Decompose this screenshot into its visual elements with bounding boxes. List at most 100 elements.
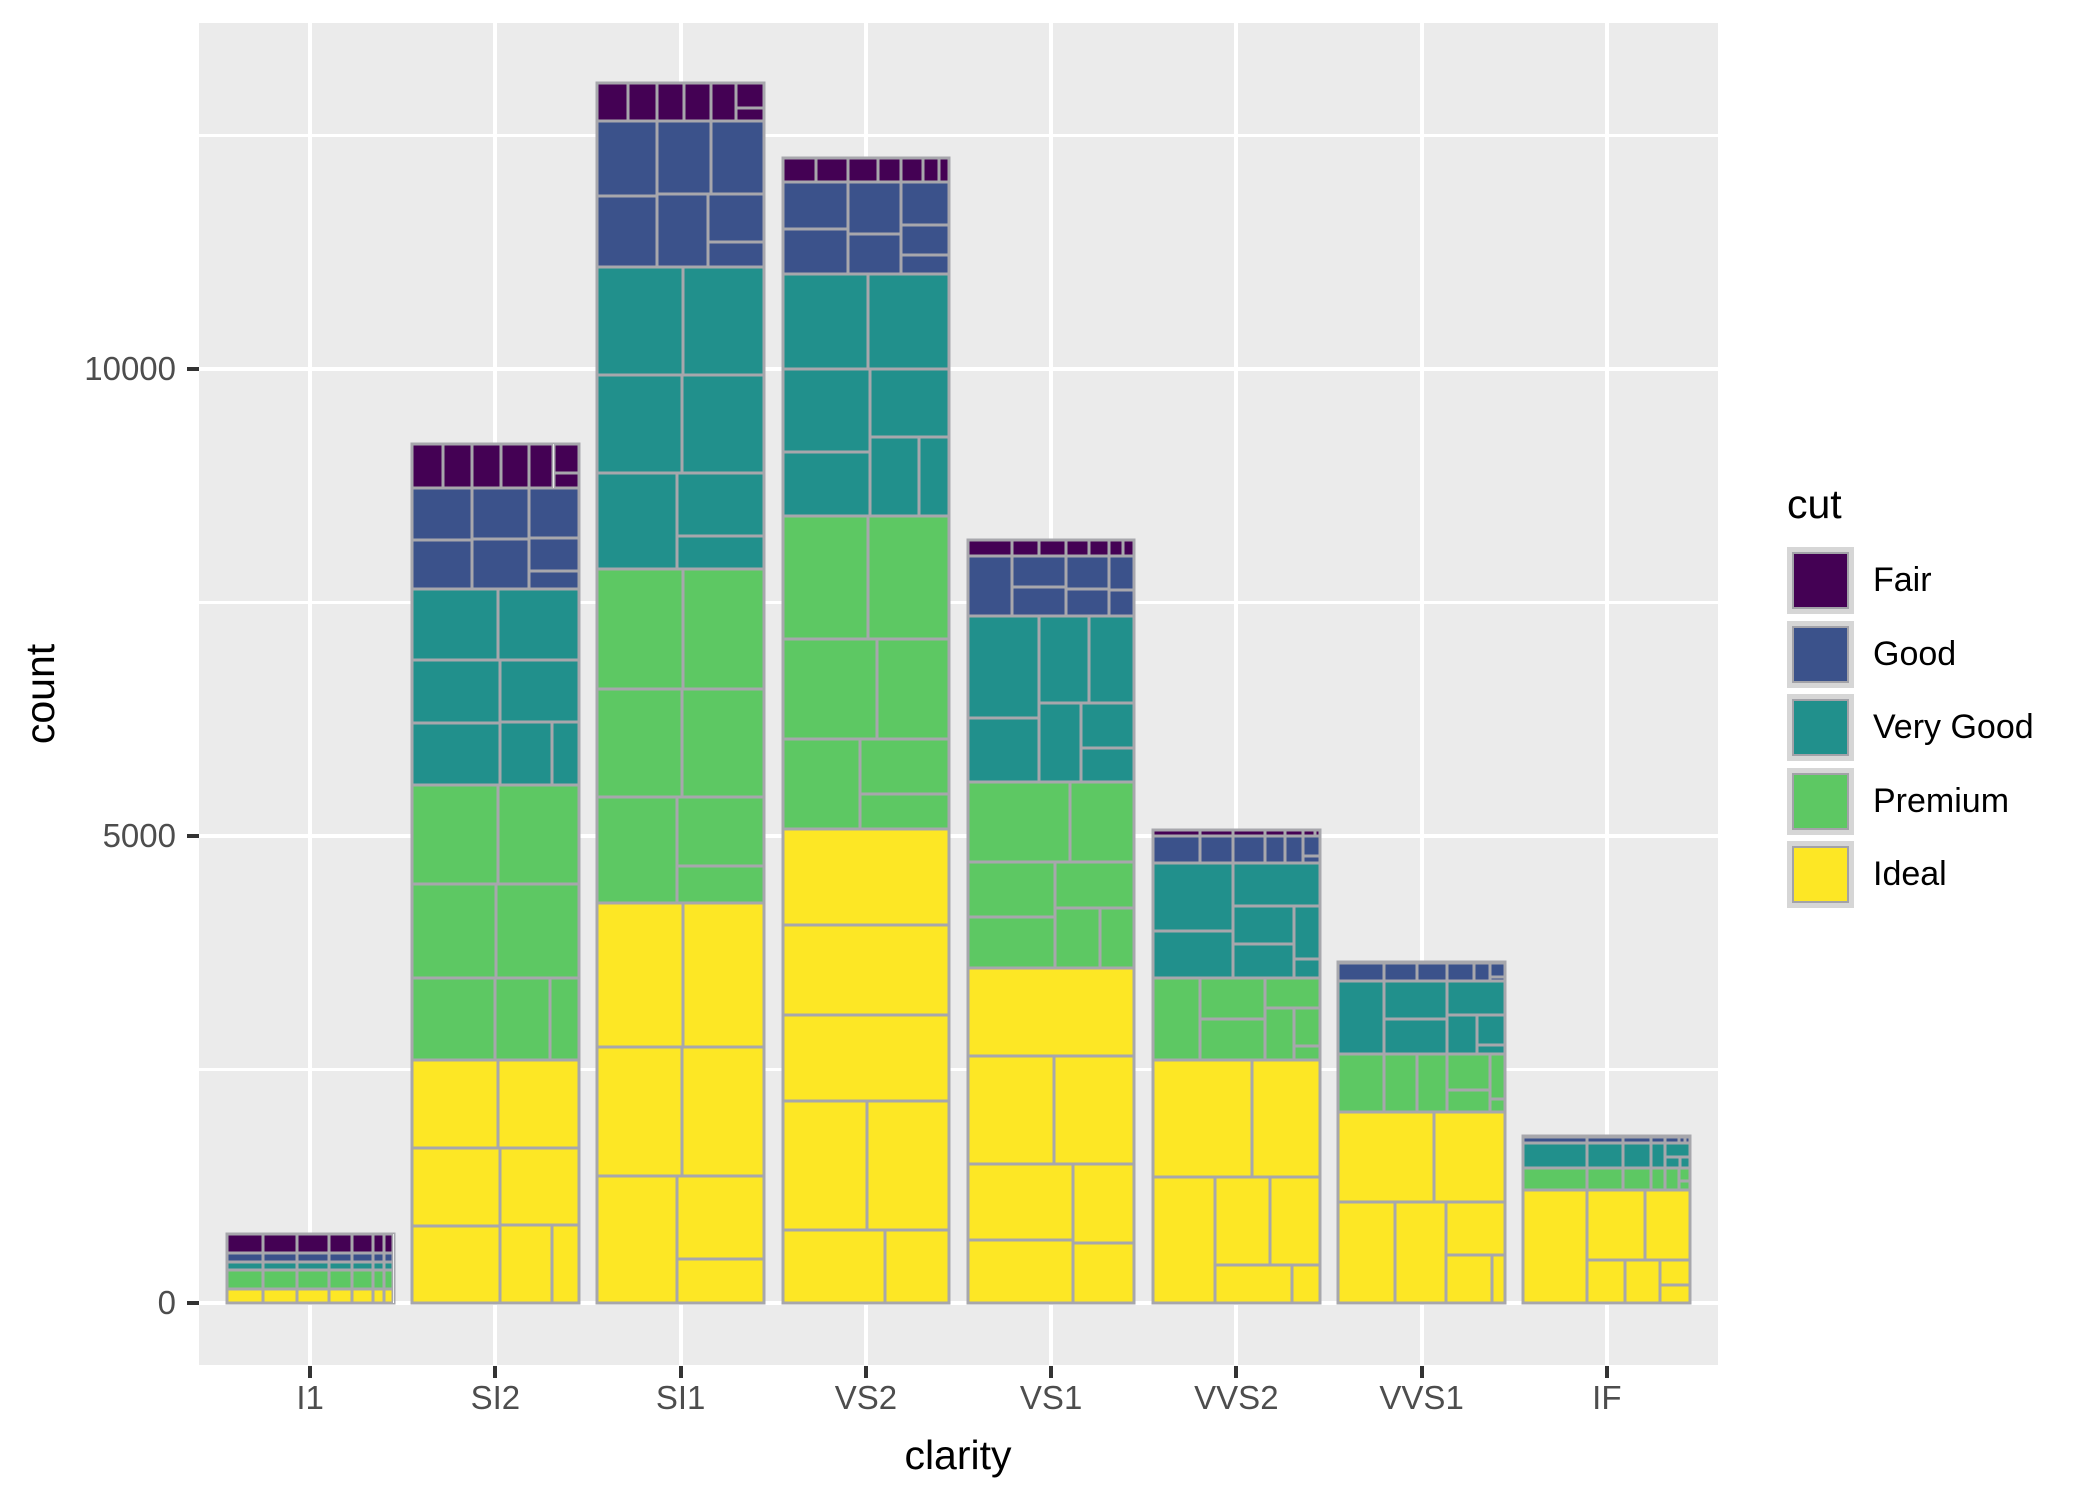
legend-label: Fair xyxy=(1873,561,1932,599)
bar-segment-VS2-Ideal xyxy=(782,829,950,1303)
legend-entry-very-good: Very Good xyxy=(1787,694,2034,761)
bar-cell xyxy=(553,472,579,488)
bar-cell xyxy=(384,1289,394,1303)
bar-cell xyxy=(1665,1156,1680,1169)
bar-cell xyxy=(1417,961,1448,964)
bar-cell xyxy=(1109,555,1135,590)
bar-cell xyxy=(329,1253,353,1263)
bar-cell xyxy=(657,120,712,195)
bar-cell xyxy=(1383,1019,1448,1055)
gridline-major-x xyxy=(1604,23,1609,1365)
bar-VVS1 xyxy=(1338,961,1505,1303)
bar-cell xyxy=(676,1259,764,1303)
bar-cell xyxy=(1447,961,1474,964)
bar-cell xyxy=(1123,539,1135,556)
legend-entry-ideal: Ideal xyxy=(1787,841,2034,908)
bar-cell xyxy=(1490,1054,1505,1099)
bar-segment-VVS2-Good xyxy=(1153,836,1320,863)
bar-SI1 xyxy=(597,82,764,1303)
bar-cell xyxy=(551,1224,579,1303)
bar-cell xyxy=(1214,1176,1270,1266)
legend: cut Fair Good Very Good Premium Ideal xyxy=(1787,481,2034,915)
gridline-major-x xyxy=(1234,23,1239,1365)
bar-cell xyxy=(1625,1259,1661,1303)
bar-cell xyxy=(967,1240,1073,1303)
bar-cell xyxy=(296,1262,330,1271)
bar-cell xyxy=(1153,829,1201,837)
bar-cell xyxy=(1338,1054,1384,1112)
bar-cell xyxy=(1100,907,1135,968)
bar-cell xyxy=(1109,589,1135,617)
bar-cell xyxy=(1665,1136,1679,1144)
bar-cell xyxy=(1303,855,1320,863)
bar-segment-VVS1-Fair xyxy=(1338,961,1505,964)
bar-cell xyxy=(1039,539,1066,556)
bar-segment-VVS2-Ideal xyxy=(1153,1059,1320,1303)
y-tick-mark xyxy=(187,1301,199,1305)
x-tick-label: VVS2 xyxy=(1194,1379,1279,1416)
x-tick-label: SI2 xyxy=(470,1379,521,1416)
bar-cell xyxy=(1665,1143,1691,1157)
bar-cell xyxy=(1200,978,1266,1020)
bar-cell xyxy=(1109,539,1124,556)
bar-segment-SI2-Very-Good xyxy=(412,588,579,785)
bar-cell xyxy=(412,1060,498,1148)
bar-cell xyxy=(1214,1265,1292,1303)
bar-cell xyxy=(877,158,902,183)
x-tick-mark xyxy=(308,1366,313,1378)
bar-cell xyxy=(1523,1143,1587,1169)
bar-cell xyxy=(901,182,950,225)
bar-cell xyxy=(1233,943,1294,979)
bar-cell xyxy=(1293,1045,1320,1060)
bar-cell xyxy=(1622,1135,1651,1137)
bar-cell xyxy=(1586,1135,1623,1137)
bar-cell xyxy=(967,967,1135,1056)
bar-cell xyxy=(1293,959,1320,979)
bar-cell xyxy=(683,569,764,690)
bar-cell xyxy=(782,924,950,1016)
bar-cell xyxy=(939,158,950,183)
bar-cell xyxy=(1679,1156,1691,1169)
bar-cell xyxy=(1650,1135,1666,1137)
bar-cell xyxy=(1395,1202,1446,1303)
bar-cell xyxy=(497,588,579,660)
bar-cell xyxy=(736,107,764,121)
bar-cell xyxy=(412,784,498,885)
bar-cell xyxy=(1089,539,1110,556)
bar-cell xyxy=(1477,1045,1505,1055)
bar-cell xyxy=(329,1233,353,1254)
bar-cell xyxy=(782,515,868,640)
bar-cell xyxy=(1650,1136,1666,1144)
bar-segment-SI1-Ideal xyxy=(597,903,764,1303)
bar-cell xyxy=(296,1270,330,1290)
bar-cell xyxy=(597,569,684,690)
bar-cell xyxy=(676,866,764,904)
gridline-major-x xyxy=(308,23,313,1365)
bar-cell xyxy=(1523,1168,1587,1190)
bar-cell xyxy=(1447,1014,1478,1055)
x-tick-mark xyxy=(493,1366,498,1378)
bar-cell xyxy=(1417,963,1448,981)
bar-segment-VVS1-Good xyxy=(1338,963,1505,981)
bar-cell xyxy=(372,1233,385,1254)
bar-segment-IF-Fair xyxy=(1523,1135,1691,1137)
bar-segment-I1-Fair xyxy=(226,1233,394,1254)
bar-segment-SI2-Fair xyxy=(412,444,579,488)
bar-cell xyxy=(676,796,764,867)
bar-cell xyxy=(676,535,764,570)
bar-cell xyxy=(1293,905,1320,960)
bar-cell xyxy=(500,1224,552,1303)
bar-cell xyxy=(967,1164,1073,1241)
bar-segment-I1-Very-Good xyxy=(226,1262,394,1271)
legend-label: Premium xyxy=(1873,781,2010,820)
bar-cell xyxy=(1055,861,1135,908)
bar-cell xyxy=(226,1253,264,1263)
bar-cell xyxy=(676,1175,764,1260)
bar-cell xyxy=(676,473,764,536)
bar-cell xyxy=(859,738,950,795)
bar-segment-I1-Premium xyxy=(226,1270,394,1290)
bar-cell xyxy=(329,1262,353,1271)
bar-cell xyxy=(1089,616,1135,704)
bar-cell xyxy=(1586,1168,1623,1190)
bar-cell xyxy=(597,473,677,570)
